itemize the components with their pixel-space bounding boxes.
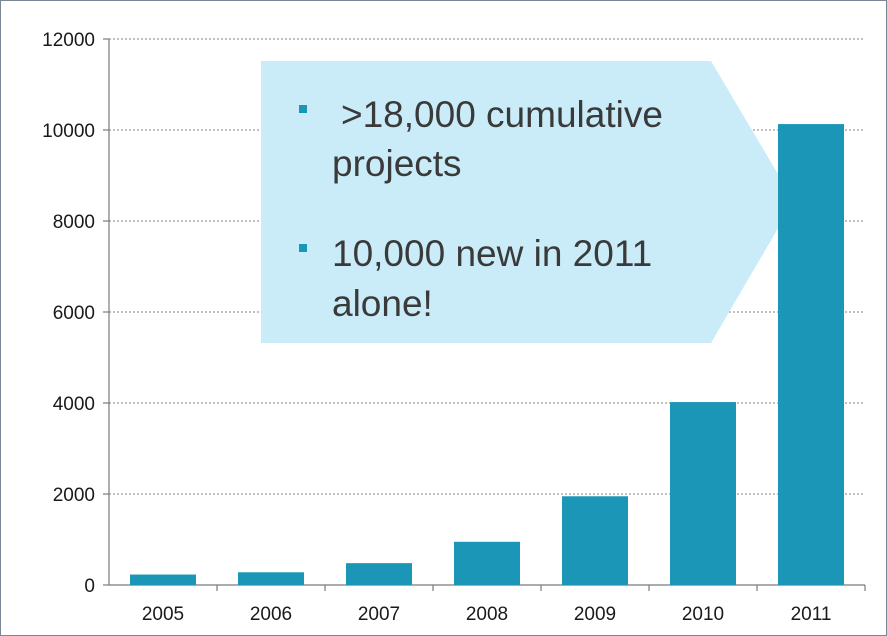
y-tick-labels: 0 2000 4000 6000 8000 10000 12000 xyxy=(42,30,95,597)
callout-arrow-shape xyxy=(261,61,794,343)
gridlines xyxy=(109,38,865,495)
x-tick-label: 2010 xyxy=(682,604,724,625)
y-tick-label: 12000 xyxy=(42,30,95,51)
x-tick-labels: 2005 2006 2007 2008 2009 2010 2011 xyxy=(142,604,832,625)
x-tick-label: 2008 xyxy=(466,604,508,625)
x-tick-label: 2009 xyxy=(574,604,616,625)
y-tick-label: 0 xyxy=(84,576,95,597)
callout-bullet-2-line-1: 10,000 new in 2011 xyxy=(332,233,652,274)
bar-2007 xyxy=(346,563,412,585)
y-tick-label: 4000 xyxy=(53,394,95,415)
x-tick-label: 2005 xyxy=(142,604,184,625)
y-tick-label: 10000 xyxy=(42,121,95,142)
bar-2010 xyxy=(670,402,736,585)
callout-bullet-icon xyxy=(299,244,307,252)
bars xyxy=(130,124,844,586)
y-tick-label: 6000 xyxy=(53,303,95,324)
bar-2005 xyxy=(130,574,196,585)
callout-bullet-icon xyxy=(299,105,307,113)
bar-2009 xyxy=(562,496,628,585)
x-tick-label: 2007 xyxy=(358,604,400,625)
callout-bullet-1-line-1: >18,000 cumulative xyxy=(341,94,663,135)
bar-2008 xyxy=(454,541,520,585)
bar-2006 xyxy=(238,572,304,585)
bar-2011 xyxy=(778,124,844,586)
callout-arrow: >18,000 cumulative projects 10,000 new i… xyxy=(261,61,794,343)
y-tick-label: 8000 xyxy=(53,212,95,233)
x-tick-label: 2006 xyxy=(250,604,292,625)
callout-bullet-2-line-2: alone! xyxy=(332,283,433,324)
y-tick-label: 2000 xyxy=(53,485,95,506)
x-tick-label: 2011 xyxy=(791,604,832,625)
callout-bullet-1-line-2: projects xyxy=(332,143,462,184)
